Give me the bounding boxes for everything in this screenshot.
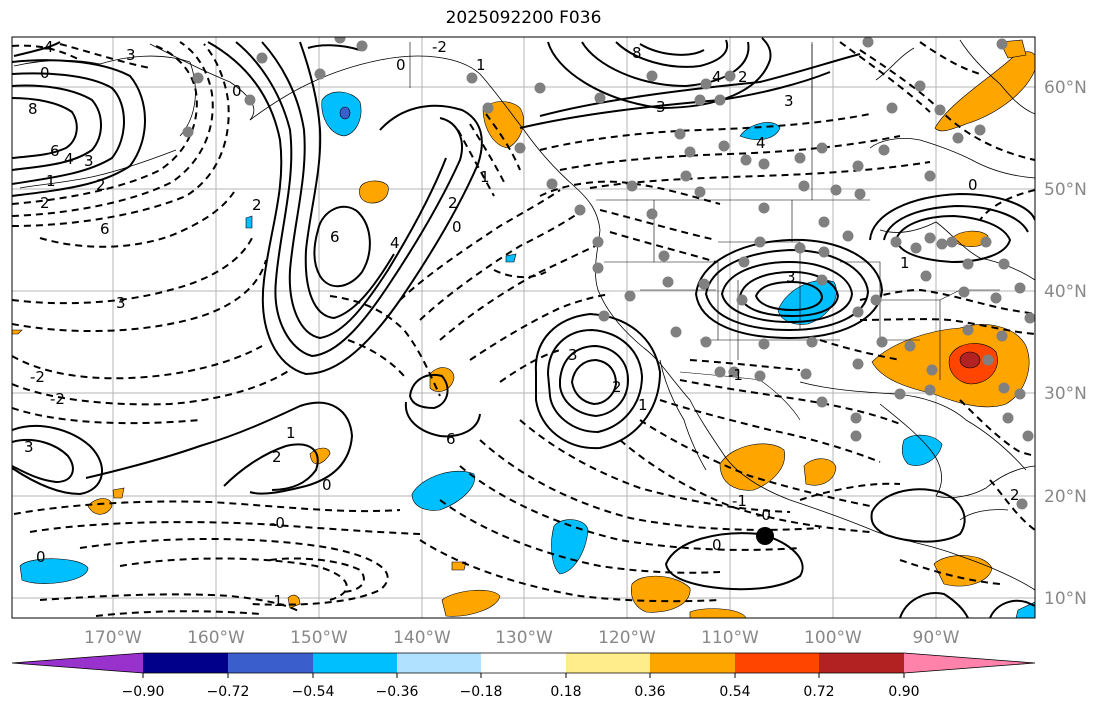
colorbar-tick: 0.54 [719,684,750,700]
colorbar-tick: −0.72 [207,684,250,700]
colorbar-tick: −0.36 [376,684,419,700]
lon-label: 130°W [495,628,553,648]
contour-label: 1 [638,396,648,414]
colorbar-segment [566,653,650,673]
contour-label: 0 [712,536,722,554]
lon-label: 120°W [598,628,656,648]
contour-label: 3 [568,346,578,364]
contour-label: -2 [30,368,45,386]
contour-label: 2 [252,196,262,214]
contour-label: 0 [232,82,242,100]
lat-label: 20°N [1044,487,1087,507]
contour-label: 2 [612,378,622,396]
contour-label: 3 [116,294,126,312]
contour-label: 4 [712,68,722,86]
contour-label: 0 [452,218,462,236]
contour-label: 4 [756,134,766,152]
solid-contours [12,37,1035,618]
contour-label: -1 [268,592,283,610]
station-markers [182,37,1035,510]
colorbar-tick: 0.90 [888,684,919,700]
contour-label: 4 [64,150,74,168]
colorbar-segment [313,653,397,673]
colorbar-segment [819,653,904,673]
contour-label: 6 [100,220,110,238]
contour-label: -0 [270,514,285,532]
contour-label: 3 [84,152,94,170]
contour-label: 2 [1010,486,1020,504]
contour-label: 4 [390,234,400,252]
contour-label: 4 [44,38,54,56]
center-marker [756,527,774,545]
lat-label: 40°N [1044,282,1087,302]
colorbar-segment [735,653,819,673]
colorbar-segment [397,653,481,673]
contour-label: 6 [330,228,340,246]
graticule [12,37,1035,618]
contour-label: 1 [476,56,486,74]
contour-label: 2 [448,194,458,212]
colorbar-tick: −0.90 [122,684,165,700]
contour-label: -2 [50,390,65,408]
contour-label: -2 [432,38,447,56]
contour-label: 0 [396,56,406,74]
contour-label: 3 [24,438,34,456]
dashed-contours [12,41,1035,617]
colorbar-extend-high [904,653,1035,673]
colorbar-extend-low [12,653,143,673]
lat-label: 60°N [1044,78,1087,98]
colorbar-tick: 0.18 [550,684,581,700]
contour-label: 3 [126,46,136,64]
contour-label: 2 [738,68,748,86]
lat-label: 10°N [1044,589,1087,609]
contour-labels: 4 3 0 8 6 4 3 2 1 2 0 6 3 2 -2 -2 3 2 1 … [24,38,1020,610]
contour-label: 1 [286,424,296,442]
lat-label: 50°N [1044,180,1087,200]
longitude-labels: 170°W 160°W 150°W 140°W 130°W 120°W 110°… [84,628,960,648]
contour-label: 0 [968,176,978,194]
contour-label: 2 [40,194,50,212]
contour-label: 6 [446,430,456,448]
colorbar: −0.90 −0.72 −0.54 −0.36 −0.18 0.18 0.36 … [11,652,1036,700]
colorbar-segment [481,653,566,673]
latitude-labels: 60°N 50°N 40°N 30°N 20°N 10°N [1044,78,1087,609]
contour-label: 8 [632,44,642,62]
contour-label: 6 [50,142,60,160]
contour-label: 1 [46,172,56,190]
lon-label: 90°W [913,628,960,648]
lon-label: 160°W [187,628,245,648]
contour-label: 0 [322,476,332,494]
lon-label: 100°W [804,628,862,648]
map-title: 2025092200 F036 [445,8,602,28]
colorbar-tick: −0.54 [292,684,335,700]
contour-label: -0 [756,506,771,524]
contour-label: 3 [656,98,666,116]
colorbar-tick: 0.72 [803,684,834,700]
colorbar-segment [650,653,735,673]
contour-label: -1 [728,366,743,384]
contour-label: 0 [40,64,50,82]
contour-label: 8 [28,100,38,118]
map-frame [11,36,1036,619]
contour-label: 1 [480,168,490,186]
contour-label: 2 [272,448,282,466]
colorbar-segment [143,653,228,673]
lon-label: 110°W [701,628,759,648]
contour-label: 3 [784,92,794,110]
colorbar-tick: −0.18 [460,684,503,700]
contour-label: -1 [732,492,747,510]
colorbar-segment [228,653,313,673]
contour-label: 2 [96,176,106,194]
lat-label: 30°N [1044,384,1087,404]
lon-label: 140°W [393,628,451,648]
contour-label: 1 [900,254,910,272]
contour-label: 0 [36,548,46,566]
colorbar-tick: 0.36 [634,684,665,700]
lon-label: 170°W [84,628,142,648]
contour-label: 3 [786,268,796,286]
lon-label: 150°W [290,628,348,648]
